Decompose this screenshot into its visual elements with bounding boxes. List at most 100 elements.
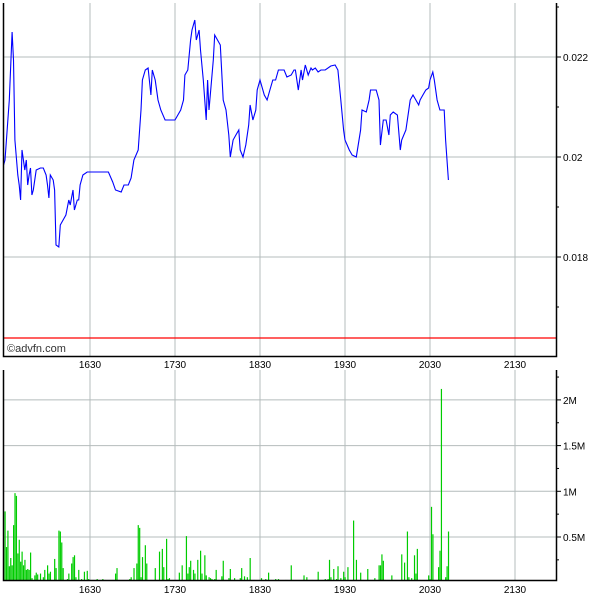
volume-bar: [131, 577, 132, 580]
volume-bar: [34, 575, 35, 580]
volume-bar: [7, 531, 8, 580]
volume-bar: [438, 567, 439, 580]
price-plot-area: [3, 3, 556, 356]
volume-bar: [68, 574, 69, 580]
volume-bar: [431, 507, 432, 580]
volume-bar: [306, 577, 307, 580]
volume-bar: [169, 578, 170, 580]
volume-bar: [6, 547, 7, 580]
volume-bar: [75, 577, 76, 580]
price-x-tick-label: 2030: [419, 360, 442, 371]
volume-bar: [204, 555, 205, 580]
volume-bar: [417, 549, 418, 580]
volume-bar: [194, 574, 195, 580]
volume-bar: [374, 578, 375, 580]
volume-bar: [340, 578, 341, 580]
volume-bar: [9, 566, 10, 580]
volume-bar: [56, 568, 57, 580]
volume-bar: [40, 574, 41, 580]
volume-bar: [187, 574, 188, 580]
volume-bar: [145, 545, 146, 580]
volume-bar: [448, 532, 449, 580]
price-x-tick-label: 1830: [249, 360, 272, 371]
volume-bar: [291, 565, 292, 580]
volume-bar: [189, 567, 190, 580]
volume-bar: [447, 566, 448, 580]
volume-x-tick-label: 1730: [164, 585, 187, 596]
volume-bar: [146, 564, 147, 580]
volume-bar: [223, 561, 224, 580]
volume-bar: [73, 557, 74, 580]
volume-bar: [407, 532, 408, 580]
volume-bar: [360, 573, 361, 580]
volume-bar: [210, 578, 211, 580]
volume-bar: [330, 577, 331, 580]
price-y-tick-label: 0.022: [563, 53, 588, 64]
volume-bar: [26, 570, 27, 580]
volume-bar: [228, 578, 229, 580]
volume-bar: [261, 578, 262, 580]
volume-bar: [414, 555, 415, 580]
price-x-tick-label: 1730: [164, 360, 187, 371]
volume-y-tick-label: 0.5M: [563, 533, 585, 544]
volume-bar: [61, 542, 62, 580]
volume-bar: [318, 572, 319, 580]
volume-bar: [381, 554, 382, 580]
volume-bar: [58, 531, 59, 580]
volume-x-tick-label: 1630: [79, 585, 102, 596]
volume-bar: [139, 528, 140, 580]
price-y-tick-label: 0.02: [563, 153, 583, 164]
volume-y-tick-label: 1M: [563, 487, 577, 498]
volume-bar: [71, 564, 72, 580]
volume-bar: [14, 493, 15, 580]
volume-bar: [74, 555, 75, 580]
volume-bar: [411, 578, 412, 580]
volume-bar: [43, 577, 44, 580]
volume-bar: [29, 570, 30, 580]
price-x-tick-label: 2130: [504, 360, 527, 371]
price-x-tick-label: 1630: [79, 360, 102, 371]
volume-bar: [240, 578, 241, 580]
volume-bar: [347, 567, 348, 580]
volume-bar: [345, 577, 346, 580]
volume-bar: [193, 570, 194, 580]
volume-bar: [201, 574, 202, 580]
volume-bar: [356, 560, 357, 580]
volume-bar: [190, 561, 191, 580]
volume-bar: [221, 576, 222, 580]
volume-bar: [337, 566, 338, 580]
volume-bar: [404, 563, 405, 580]
volume-bar: [197, 560, 198, 580]
volume-bar: [142, 557, 143, 580]
volume-bar: [60, 532, 61, 580]
volume-bar: [12, 565, 13, 580]
volume-bar: [179, 573, 180, 580]
volume-bar: [333, 569, 334, 580]
volume-bar: [116, 568, 117, 580]
volume-bar: [19, 540, 20, 580]
volume-bar: [36, 573, 37, 580]
volume-bar: [445, 577, 446, 580]
volume-bar: [353, 521, 354, 580]
volume-frame: [4, 370, 557, 581]
volume-x-tick-label: 1930: [334, 585, 357, 596]
volume-bar: [136, 564, 137, 580]
volume-bar: [391, 575, 392, 580]
volume-bar: [209, 577, 210, 580]
volume-bar: [31, 578, 32, 580]
volume-bar: [16, 496, 17, 580]
volume-bar: [5, 511, 6, 580]
volume-bar: [23, 565, 24, 580]
volume-bar: [216, 570, 217, 580]
volume-bar: [250, 558, 251, 580]
volume-bar: [186, 536, 187, 580]
volume-bar: [163, 567, 164, 580]
volume-bar: [30, 553, 31, 580]
volume-bar: [84, 572, 85, 580]
volume-bar: [415, 574, 416, 580]
volume-bar: [166, 539, 167, 580]
